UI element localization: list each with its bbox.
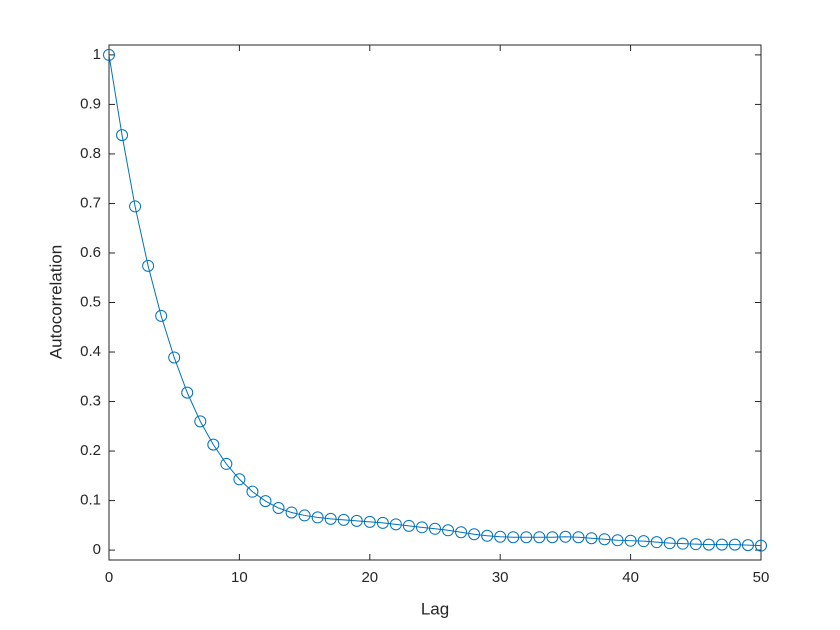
marker (337, 513, 350, 526)
marker (559, 530, 572, 543)
marker (507, 531, 520, 544)
y-tick-label: 1 (93, 46, 101, 63)
y-tick-label: 0.1 (80, 492, 101, 509)
marker (546, 531, 559, 544)
x-tick-label: 30 (492, 569, 509, 586)
y-tick-label: 0.7 (80, 194, 101, 211)
y-axis-label: Autocorrelation (46, 245, 65, 359)
marker (676, 537, 689, 550)
y-tick-label: 0.8 (80, 145, 101, 162)
marker (715, 538, 728, 551)
marker (429, 522, 441, 535)
marker (103, 48, 115, 61)
marker (246, 485, 259, 498)
marker (272, 502, 285, 515)
marker (533, 531, 546, 544)
marker (494, 530, 507, 543)
marker (611, 534, 624, 547)
marker (220, 457, 233, 470)
marker (142, 259, 155, 272)
marker (311, 511, 324, 524)
marker (468, 528, 481, 541)
marker (728, 538, 741, 551)
marker (650, 536, 663, 549)
marker (402, 519, 415, 532)
marker (741, 539, 754, 552)
x-axis-label: Lag (421, 599, 449, 618)
marker (181, 386, 194, 399)
marker (702, 538, 715, 551)
x-tick-label: 20 (361, 569, 378, 586)
marker (389, 518, 402, 531)
marker (363, 515, 376, 528)
marker (624, 534, 637, 547)
marker (376, 516, 389, 529)
marker (207, 438, 220, 451)
marker (481, 529, 494, 542)
marker (233, 473, 246, 486)
marker (116, 129, 129, 142)
marker (285, 506, 298, 519)
marker (129, 200, 142, 213)
marker (689, 538, 702, 551)
y-tick-label: 0.2 (80, 442, 101, 459)
marker (155, 309, 168, 322)
marker (637, 535, 650, 548)
marker (663, 537, 676, 550)
marker (168, 351, 181, 364)
axes-box (108, 44, 762, 561)
marker (598, 533, 611, 546)
marker (194, 415, 207, 428)
marker (259, 495, 272, 508)
y-tick-label: 0.4 (80, 343, 101, 360)
marker (455, 526, 468, 539)
marker (442, 524, 455, 537)
y-tick-label: 0.3 (80, 393, 101, 410)
x-tick-label: 0 (105, 569, 113, 586)
marker (298, 509, 311, 522)
marker (324, 512, 337, 525)
y-tick-label: 0.5 (80, 293, 101, 310)
marker (585, 532, 598, 545)
marker (755, 539, 767, 552)
line (108, 54, 762, 547)
x-tick-label: 10 (231, 569, 248, 586)
y-tick-label: 0 (93, 541, 101, 558)
y-tick-label: 0.6 (80, 244, 101, 261)
x-tick-label: 40 (622, 569, 639, 586)
marker (350, 514, 363, 527)
marker (520, 531, 533, 544)
y-tick-label: 0.9 (80, 95, 101, 112)
marker (415, 521, 428, 534)
marker (572, 531, 585, 544)
x-tick-label: 50 (753, 569, 770, 586)
